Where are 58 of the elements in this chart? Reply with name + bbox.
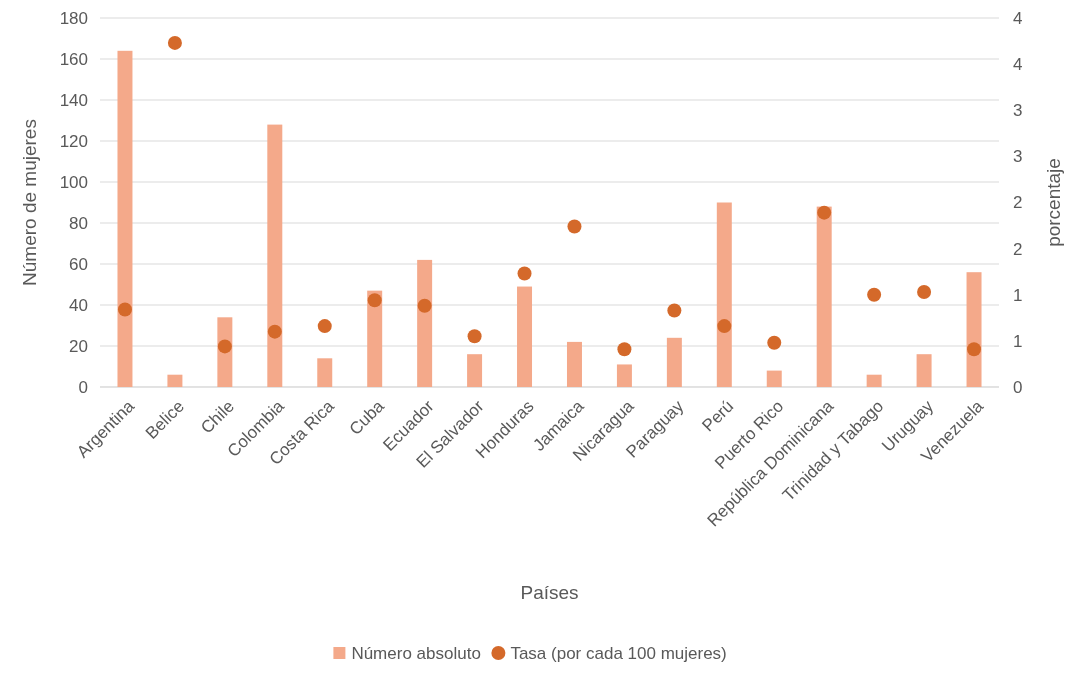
y-tick-label: 120	[59, 131, 88, 151]
bar	[616, 364, 632, 387]
bar	[766, 370, 782, 387]
y2-tick-label: 1	[1013, 285, 1023, 305]
point	[417, 298, 432, 313]
point	[817, 205, 832, 220]
legend-label: Tasa (por cada 100 mujeres)	[510, 643, 727, 663]
y2-tick-label: 0	[1013, 377, 1023, 397]
y-tick-label: 180	[59, 8, 88, 28]
bar	[916, 354, 932, 387]
y-axis-title: Número de mujeres	[19, 119, 40, 286]
bar	[816, 206, 832, 387]
point	[117, 302, 132, 317]
bar	[467, 354, 483, 387]
y-tick-label: 100	[59, 172, 88, 192]
y2-axis-title: porcentaje	[1043, 158, 1064, 247]
y-tick-label: 80	[69, 213, 88, 233]
y-tick-label: 20	[69, 336, 88, 356]
y2-tick-label: 2	[1013, 239, 1023, 259]
bar	[716, 202, 732, 387]
bar	[866, 374, 882, 387]
point	[867, 287, 882, 302]
point	[667, 303, 682, 318]
y2-tick-label: 3	[1013, 147, 1023, 167]
bar	[167, 374, 183, 387]
bar	[117, 50, 133, 387]
bar	[267, 124, 283, 387]
bar	[317, 358, 333, 387]
point	[617, 342, 632, 357]
point	[267, 324, 282, 339]
y-tick-label: 140	[59, 90, 88, 110]
y-tick-label: 60	[69, 254, 88, 274]
point	[917, 284, 932, 299]
point	[967, 342, 982, 357]
bar	[966, 272, 982, 387]
y2-tick-label: 4	[1013, 55, 1023, 75]
point	[567, 219, 582, 234]
point	[367, 293, 382, 308]
y2-tick-label: 1	[1013, 331, 1023, 351]
point	[767, 335, 782, 350]
y-tick-label: 0	[78, 377, 88, 397]
y2-tick-label: 4	[1013, 8, 1023, 28]
point	[217, 339, 232, 354]
bar	[517, 286, 533, 387]
y-tick-label: 40	[69, 295, 88, 315]
y2-tick-label: 2	[1013, 193, 1023, 213]
point	[167, 35, 182, 50]
point	[517, 266, 532, 281]
bar	[417, 259, 433, 387]
legend-label: Número absoluto	[351, 643, 481, 663]
x-axis-title: Países	[520, 582, 579, 603]
y2-tick-label: 3	[1013, 101, 1023, 121]
point	[717, 319, 732, 334]
bar	[666, 337, 682, 387]
bar	[566, 341, 582, 387]
point	[317, 319, 332, 334]
point	[467, 329, 482, 344]
y-tick-label: 160	[59, 49, 88, 69]
